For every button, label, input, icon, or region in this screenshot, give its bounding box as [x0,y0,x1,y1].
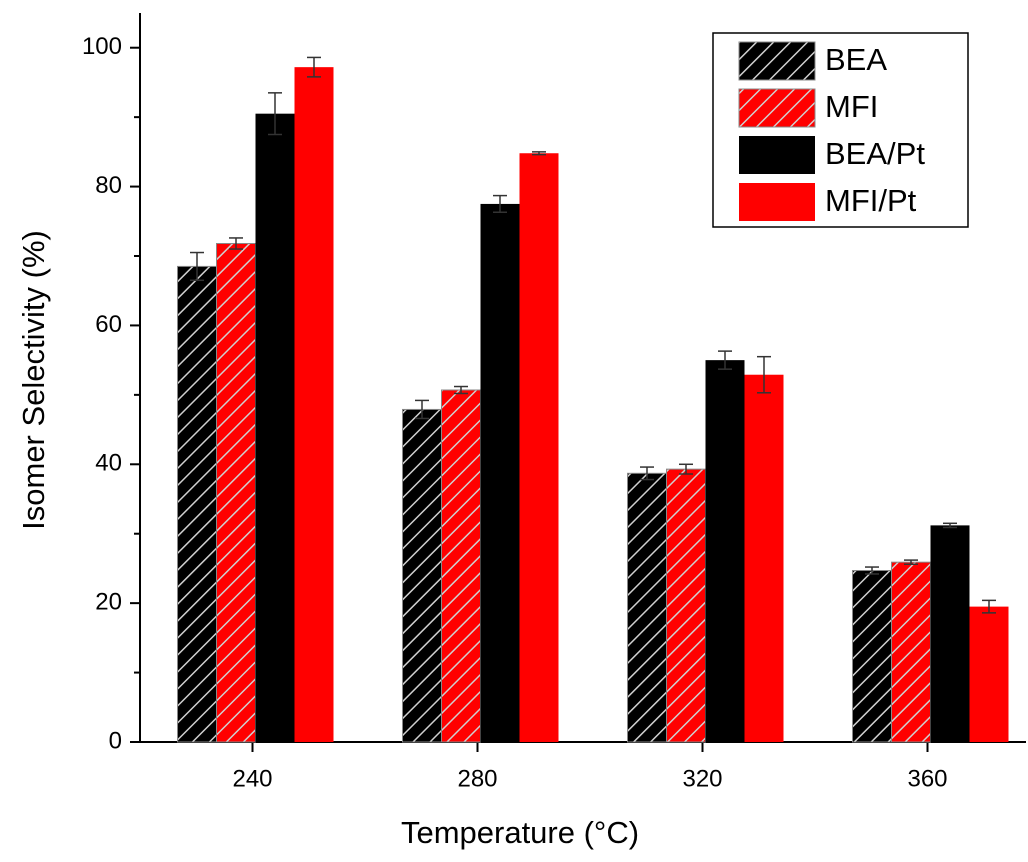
x-tick-label: 280 [457,765,497,792]
error-bar [679,463,693,475]
bar [744,374,784,742]
y-tick-label: 100 [82,33,122,60]
error-bar [904,559,918,566]
legend-label: BEA [825,42,887,77]
bar [705,360,745,742]
bar [891,561,931,743]
error-bar [307,56,321,78]
legend-label: MFI [825,89,878,124]
y-tick-label: 20 [95,588,122,615]
error-bar [865,566,879,575]
y-tick-label: 60 [95,311,122,338]
error-bar [718,350,732,370]
bar [627,472,667,743]
legend-label: MFI/Pt [825,183,917,218]
y-tick-label: 40 [95,450,122,477]
bar [852,570,892,743]
error-bar [640,466,654,481]
bar [294,67,334,742]
error-bar [268,92,282,136]
legend-swatch [739,183,815,221]
error-bar [943,522,957,529]
bar [666,468,706,743]
bar [519,153,559,742]
error-bar [190,251,204,282]
legend-label: BEA/Pt [825,136,925,171]
bar [930,525,970,742]
bar [480,203,520,742]
x-tick-label: 240 [232,765,272,792]
x-tick-label: 360 [907,765,947,792]
legend-swatch [738,41,816,81]
bar [441,389,481,743]
error-bar [757,355,771,394]
error-bar [229,237,243,250]
error-bar [532,151,546,156]
bar [177,265,217,743]
y-tick-label: 80 [95,172,122,199]
x-axis-label: Temperature (°C) [401,815,639,850]
y-axis-label: Isomer Selectivity (%) [16,230,51,530]
bar [969,606,1009,742]
bar [255,113,295,742]
error-bar [982,599,996,614]
y-tick-label: 0 [109,727,122,754]
legend-swatch [738,88,816,128]
error-bar [493,194,507,214]
legend-swatch [739,136,815,174]
x-tick-label: 320 [682,765,722,792]
bar [216,243,256,743]
error-bar [415,399,429,420]
error-bar [454,385,468,395]
bar [402,408,442,743]
